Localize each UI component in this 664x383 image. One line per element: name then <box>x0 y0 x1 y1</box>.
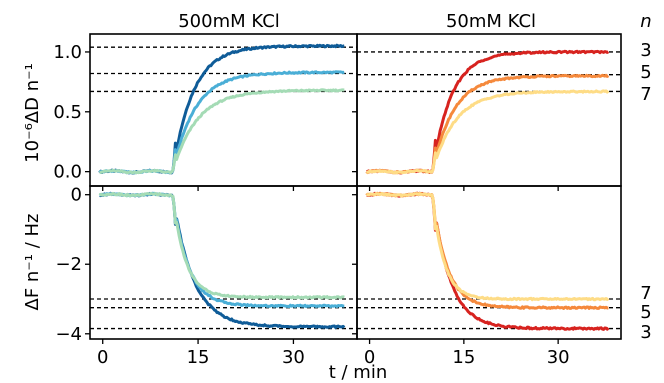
series-line-n3 <box>98 43 345 175</box>
n-label-bottom-3: 3 <box>640 322 651 343</box>
panel-top-right <box>352 33 622 191</box>
panel-title-500mm: 500mM KCl <box>178 11 280 32</box>
ytick-label: 0.0 <box>53 162 82 183</box>
panel-top-left: 0.0 0.5 1.0 <box>53 33 358 191</box>
n-label-top-5: 5 <box>640 62 651 83</box>
series-line-n5 <box>99 191 345 309</box>
xtick-label: 15 <box>187 347 210 368</box>
xtick-label: 0 <box>364 347 375 368</box>
ytick-label: −2 <box>55 254 82 275</box>
xtick-label: 30 <box>282 347 305 368</box>
series-line-n7 <box>98 191 345 300</box>
n-header: n <box>640 11 651 32</box>
ytick-label: −4 <box>55 324 82 345</box>
ytick-label: 0.5 <box>53 102 82 123</box>
series-line-n7 <box>366 191 610 302</box>
xtick-label: 15 <box>452 347 475 368</box>
series-line-n5 <box>98 70 345 175</box>
panel-bottom-left: 0 −2 −4 0 15 30 <box>55 185 358 368</box>
axes-frame <box>356 185 622 340</box>
axes-frame <box>356 33 622 187</box>
panel-bottom-right: 0 15 30 <box>352 185 622 368</box>
n-label-top-3: 3 <box>640 40 651 61</box>
series-line-n5 <box>365 191 609 310</box>
n-label-bottom-5: 5 <box>640 302 651 323</box>
xtick-label: 30 <box>547 347 570 368</box>
ylabel-bottom: ΔF n⁻¹ / Hz <box>22 213 43 310</box>
xlabel: t / min <box>329 362 388 383</box>
panel-title-50mm: 50mM KCl <box>446 11 536 32</box>
ytick-label: 1.0 <box>53 42 82 63</box>
series-line-n3 <box>366 49 610 175</box>
ytick-label: 0 <box>71 185 82 206</box>
series-line-n7 <box>366 89 610 175</box>
xtick-label: 0 <box>97 347 108 368</box>
series-line-n7 <box>99 88 345 175</box>
n-label-bottom-7: 7 <box>640 283 651 304</box>
ylabel-top: 10⁻⁶ΔD n⁻¹ <box>22 63 43 163</box>
panels: 0.0 0.5 1.0 0 −2 −4 0 15 30 0 15 30 <box>53 33 622 368</box>
n-label-top-7: 7 <box>640 84 651 105</box>
